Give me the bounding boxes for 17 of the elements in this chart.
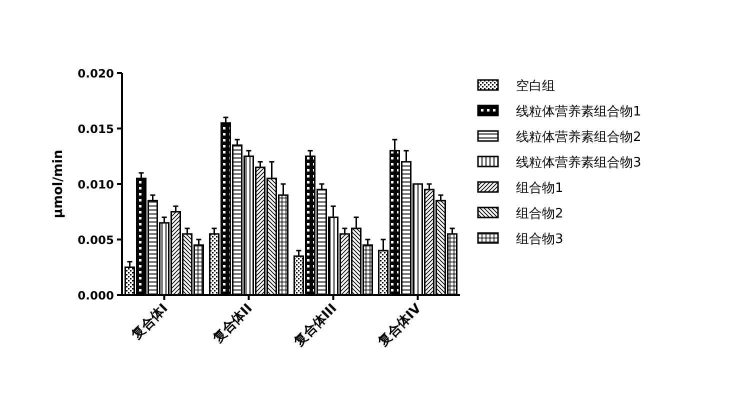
legend-label: 组合物1 — [516, 181, 564, 196]
y-tick-label: 0.015 — [78, 122, 114, 136]
x-tick-label: 复合体IV — [374, 300, 425, 351]
x-tick-label: 复合体I — [128, 300, 172, 344]
x-tick-label: 复合体II — [209, 300, 256, 347]
legend-label: 空白组 — [516, 79, 555, 94]
y-tick-label: 0.005 — [78, 233, 114, 247]
legend-label: 线粒体营养素组合物1 — [516, 104, 642, 120]
legend-label: 组合物2 — [516, 206, 564, 222]
y-tick-label: 0.010 — [78, 178, 114, 192]
x-tick-label: 复合体III — [290, 300, 340, 350]
y-axis-title: μmol/min — [51, 150, 66, 218]
y-tick-label: 0.000 — [78, 288, 114, 302]
legend-label: 线粒体营养素组合物2 — [516, 129, 642, 145]
legend-label: 线粒体营养素组合物3 — [516, 154, 642, 170]
y-tick-label: 0.020 — [78, 66, 114, 80]
legend-label: 组合物3 — [516, 232, 564, 247]
